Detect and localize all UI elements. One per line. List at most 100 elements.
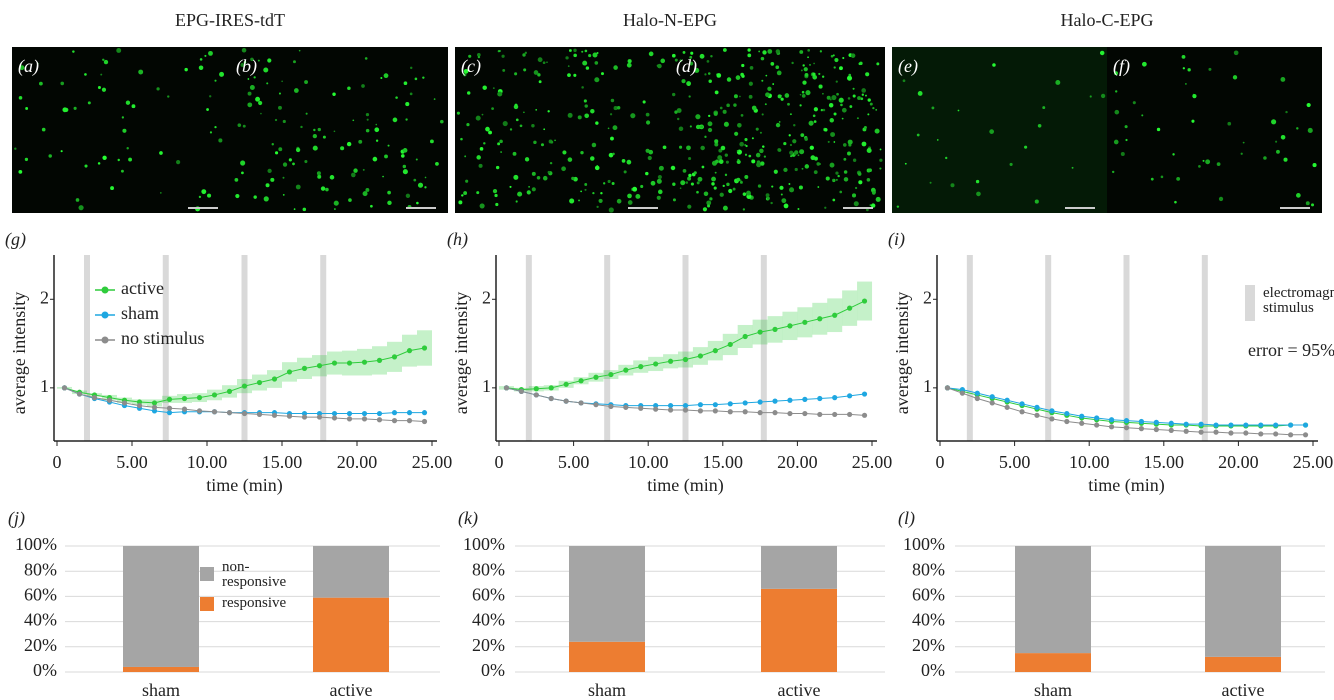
cell: [607, 179, 611, 184]
cell: [250, 57, 254, 62]
cell: [722, 109, 727, 114]
cell: [759, 148, 764, 154]
cell: [138, 69, 144, 75]
cell: [825, 176, 830, 181]
data-point: [316, 414, 323, 420]
data-point: [727, 409, 733, 415]
image-background: [455, 47, 670, 213]
cell: [767, 86, 772, 91]
panel-label: (h): [447, 229, 468, 250]
cell: [1055, 79, 1061, 85]
cell: [687, 176, 692, 181]
cell: [313, 128, 316, 132]
cell: [565, 56, 569, 60]
legend-label: no stimulus: [121, 328, 205, 348]
cell: [1113, 139, 1119, 145]
panel-label: (j): [8, 508, 25, 529]
cell: [760, 56, 765, 61]
cell: [206, 108, 209, 111]
cell: [402, 164, 407, 169]
cell: [159, 192, 162, 194]
cell: [854, 186, 858, 190]
cell: [263, 196, 269, 202]
data-point: [1288, 422, 1294, 428]
cell: [603, 182, 606, 185]
cell: [543, 128, 546, 131]
data-point: [391, 418, 398, 424]
data-point: [861, 298, 868, 304]
stimulus-bar: [525, 255, 532, 441]
data-point: [241, 410, 248, 417]
cell: [612, 152, 615, 156]
x-tick-label: sham: [588, 680, 626, 700]
cell: [537, 73, 541, 77]
cell: [802, 64, 805, 67]
cell: [584, 113, 590, 119]
data-point: [121, 400, 128, 406]
data-point: [166, 405, 173, 411]
cell: [832, 198, 836, 202]
cell: [1111, 170, 1115, 174]
data-point: [1064, 418, 1070, 425]
data-point: [817, 316, 823, 322]
cell: [689, 125, 692, 128]
cell: [435, 161, 439, 166]
cell: [826, 95, 831, 100]
cell: [571, 176, 575, 181]
cell: [1305, 201, 1310, 206]
cell: [748, 94, 753, 99]
data-point: [847, 305, 853, 311]
cell: [789, 143, 793, 147]
cell: [761, 79, 764, 82]
cell: [278, 92, 282, 95]
cell: [293, 88, 299, 93]
cell: [198, 65, 204, 71]
cell: [835, 171, 839, 175]
cell: [723, 121, 729, 127]
cell: [841, 117, 844, 120]
cell: [680, 180, 686, 186]
cell: [218, 138, 223, 143]
cell: [788, 134, 791, 137]
cell: [755, 127, 759, 131]
data-point: [166, 410, 173, 416]
cell: [627, 193, 632, 199]
data-point: [974, 390, 980, 396]
cell: [775, 49, 781, 54]
cell: [320, 186, 326, 191]
cell: [1132, 101, 1136, 105]
cell: [465, 179, 469, 183]
data-point: [667, 358, 674, 364]
cell: [156, 87, 160, 91]
legend-marker: [101, 311, 109, 319]
cell: [402, 148, 408, 153]
cell: [802, 80, 807, 85]
cell: [714, 90, 719, 95]
cell: [929, 181, 932, 184]
cell: [613, 65, 618, 70]
data-point: [256, 379, 263, 386]
cell: [861, 93, 865, 96]
cell: [60, 81, 65, 86]
cell: [868, 168, 872, 173]
cell: [1240, 152, 1243, 155]
data-point: [1198, 429, 1204, 435]
cell: [936, 139, 939, 141]
cell: [497, 91, 503, 97]
cell: [765, 74, 768, 77]
cell: [25, 107, 29, 110]
cell: [879, 148, 882, 151]
cell: [592, 191, 595, 195]
cell: [688, 173, 692, 178]
cell: [585, 66, 590, 70]
cell: [694, 67, 700, 73]
data-point: [1034, 404, 1040, 410]
cell: [685, 181, 689, 184]
cell: [463, 191, 468, 196]
cell: [870, 187, 876, 193]
cell: [592, 52, 598, 58]
data-point: [974, 395, 980, 402]
cell: [674, 58, 678, 62]
legend-stimulus: [1245, 285, 1255, 321]
cell: [581, 86, 584, 89]
